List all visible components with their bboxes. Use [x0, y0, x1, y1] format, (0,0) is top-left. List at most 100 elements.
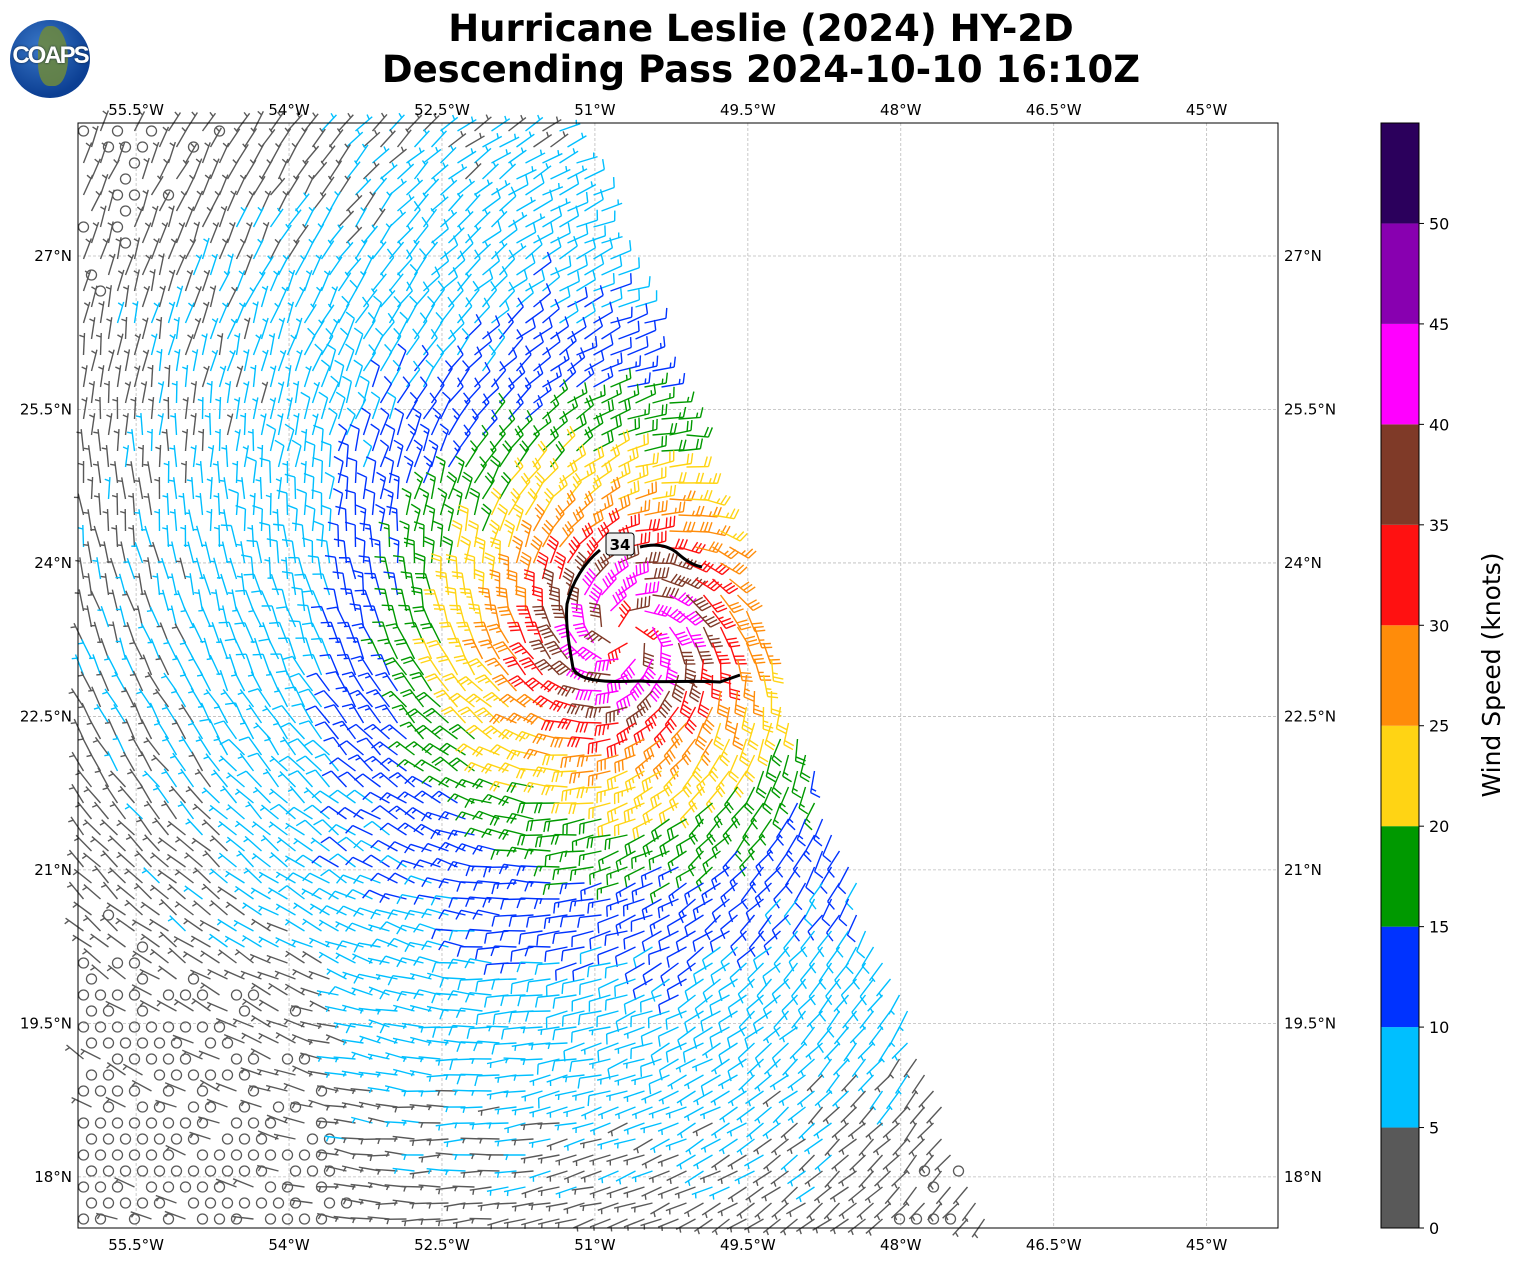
wind-barb	[192, 557, 204, 580]
wind-barb	[576, 395, 595, 420]
wind-barb	[597, 1202, 619, 1215]
wind-barb	[362, 288, 378, 308]
wind-barb	[613, 786, 636, 805]
wind-barb	[237, 689, 255, 708]
wind-barb	[388, 295, 402, 324]
wind-barb	[150, 333, 158, 356]
wind-barb	[491, 180, 511, 196]
wind-barb	[460, 535, 472, 564]
wind-barb	[525, 269, 546, 292]
wind-barb	[111, 1181, 124, 1193]
wind-barb	[456, 676, 483, 692]
wind-barb	[276, 836, 296, 852]
wind-barb	[379, 407, 390, 436]
wind-barb	[102, 1197, 115, 1209]
wind-barb	[143, 461, 153, 484]
wind-barb	[537, 1090, 560, 1109]
wind-barb	[386, 505, 399, 532]
wind-barb	[177, 768, 195, 788]
wind-barb	[363, 129, 381, 148]
wind-barb	[507, 487, 521, 516]
wind-barb	[167, 883, 186, 900]
wind-barb	[346, 456, 358, 484]
wind-barb	[213, 720, 238, 740]
wind-barb	[497, 606, 518, 628]
wind-barb	[576, 181, 597, 196]
wind-barb	[549, 440, 565, 468]
wind-barb	[589, 930, 611, 950]
wind-barb	[566, 472, 582, 500]
wind-barb	[233, 919, 254, 932]
lon-tick-label-bottom: 55.5°W	[108, 1236, 164, 1254]
wind-barb	[642, 962, 662, 986]
wind-barb	[228, 488, 239, 516]
wind-barb	[419, 423, 430, 452]
wind-barb	[882, 1122, 900, 1141]
wind-barb	[107, 835, 126, 852]
wind-barb	[234, 948, 254, 964]
wind-barb	[354, 589, 374, 612]
wind-barb	[511, 1202, 534, 1212]
wind-barb	[387, 872, 415, 884]
wind-barb	[303, 327, 316, 356]
wind-barb	[658, 1058, 679, 1081]
wind-barb	[692, 930, 713, 952]
wind-barb	[64, 1044, 84, 1060]
wind-barb	[464, 693, 492, 708]
wind-barb	[124, 381, 132, 404]
wind-barb	[935, 1186, 952, 1206]
wind-barb	[729, 578, 756, 594]
wind-barb	[858, 1138, 875, 1158]
colorbar-tick-label: 50	[1429, 214, 1449, 233]
wind-barb	[903, 1090, 918, 1111]
wind-barb	[277, 317, 286, 340]
wind-barb	[498, 440, 513, 468]
wind-barb	[72, 868, 92, 884]
wind-barb	[262, 768, 280, 788]
wind-barb	[579, 978, 602, 995]
wind-barb	[89, 654, 102, 676]
wind-barb	[374, 555, 391, 580]
wind-barb	[498, 312, 514, 340]
wind-barb	[82, 819, 101, 836]
wind-barb	[149, 884, 169, 900]
wind-barb	[600, 569, 617, 596]
wind-barb	[586, 962, 611, 978]
wind-barb	[486, 1122, 509, 1129]
wind-barb	[719, 594, 744, 614]
wind-barb	[734, 834, 748, 863]
wind-barb	[78, 702, 93, 724]
wind-barb	[587, 1090, 611, 1107]
wind-barb	[829, 1186, 849, 1203]
wind-barb	[225, 836, 245, 852]
wind-barb	[475, 1010, 500, 1025]
wind-barb	[85, 1037, 98, 1049]
wind-barb	[294, 286, 306, 308]
wind-barb	[269, 111, 284, 132]
wind-barb	[194, 589, 204, 612]
wind-barb	[731, 802, 748, 829]
wind-barb	[175, 254, 186, 276]
wind-barb	[354, 391, 367, 420]
wind-barb	[158, 285, 166, 308]
wind-barb	[226, 318, 238, 340]
wind-barb	[81, 397, 88, 420]
wind-barb	[258, 936, 279, 948]
wind-barb	[524, 621, 544, 644]
wind-barb	[786, 1138, 806, 1155]
colorbar-tick-label: 30	[1429, 616, 1449, 635]
wind-barb	[365, 456, 377, 484]
wind-barb	[185, 818, 204, 836]
wind-barb	[791, 978, 807, 1006]
wind-barb	[218, 541, 229, 564]
wind-barb	[867, 1154, 884, 1174]
wind-barb	[540, 680, 568, 693]
wind-barb	[157, 557, 170, 580]
wind-barb	[302, 872, 330, 884]
wind-barb	[247, 1117, 260, 1129]
wind-barb	[711, 898, 730, 923]
wind-barb	[508, 147, 527, 164]
wind-barb	[276, 489, 289, 516]
wind-barb	[737, 1042, 755, 1068]
wind-barb	[771, 770, 782, 799]
